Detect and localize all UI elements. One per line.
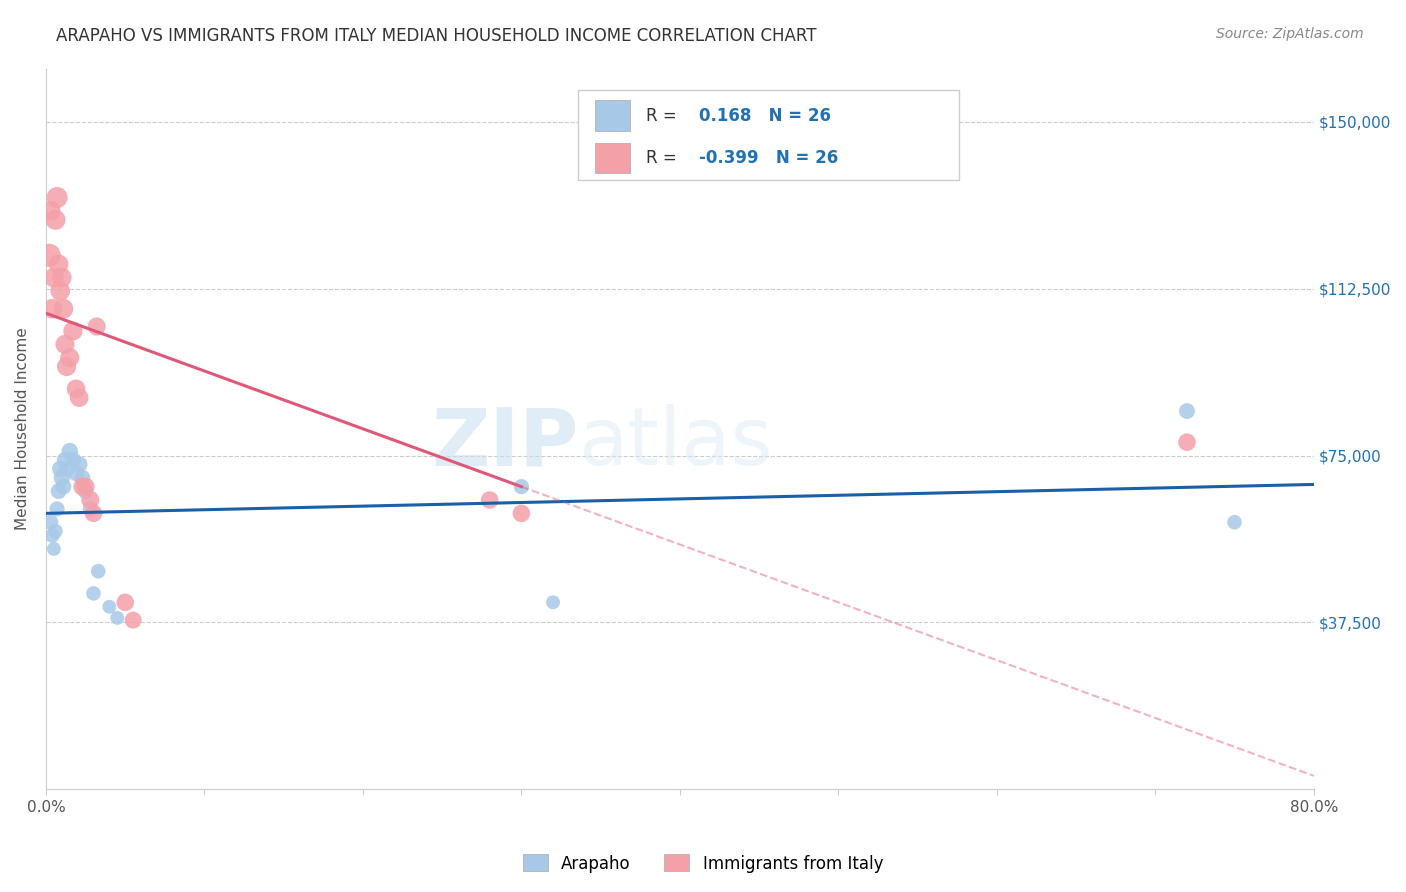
Point — [541, 595, 564, 609]
Point — [52, 480, 75, 494]
Text: atlas: atlas — [578, 404, 773, 483]
Point — [65, 382, 87, 396]
Point — [53, 337, 76, 351]
Point — [41, 528, 63, 542]
Point — [510, 480, 533, 494]
Point — [478, 493, 501, 508]
Point — [75, 484, 97, 499]
Point — [1175, 435, 1198, 450]
Point — [1175, 404, 1198, 418]
FancyBboxPatch shape — [578, 90, 959, 180]
Point — [42, 270, 65, 285]
Point — [75, 480, 97, 494]
FancyBboxPatch shape — [595, 143, 630, 173]
Point — [105, 611, 128, 625]
Point — [62, 324, 84, 338]
Point — [44, 524, 66, 538]
Point — [48, 484, 70, 499]
Point — [41, 301, 63, 316]
Point — [1223, 515, 1246, 529]
Point — [39, 515, 62, 529]
Point — [51, 270, 73, 285]
Y-axis label: Median Household Income: Median Household Income — [15, 327, 30, 530]
Point — [46, 190, 69, 204]
Point — [52, 301, 75, 316]
Point — [55, 359, 77, 374]
Point — [114, 595, 136, 609]
Point — [72, 471, 94, 485]
Text: Source: ZipAtlas.com: Source: ZipAtlas.com — [1216, 27, 1364, 41]
Text: ARAPAHO VS IMMIGRANTS FROM ITALY MEDIAN HOUSEHOLD INCOME CORRELATION CHART: ARAPAHO VS IMMIGRANTS FROM ITALY MEDIAN … — [56, 27, 817, 45]
Text: -0.399   N = 26: -0.399 N = 26 — [699, 149, 838, 167]
Point — [62, 453, 84, 467]
Point — [98, 599, 121, 614]
FancyBboxPatch shape — [595, 101, 630, 130]
Point — [39, 203, 62, 218]
Point — [38, 248, 60, 262]
Point — [49, 284, 72, 298]
Point — [49, 462, 72, 476]
Point — [51, 471, 73, 485]
Point — [48, 257, 70, 271]
Legend: Arapaho, Immigrants from Italy: Arapaho, Immigrants from Italy — [516, 847, 890, 880]
Point — [59, 444, 82, 458]
Point — [55, 462, 77, 476]
Point — [79, 502, 101, 516]
Text: R =: R = — [645, 106, 682, 125]
Point — [72, 480, 94, 494]
Point — [67, 458, 90, 472]
Text: R =: R = — [645, 149, 682, 167]
Point — [44, 212, 66, 227]
Point — [86, 319, 108, 334]
Point — [42, 541, 65, 556]
Point — [53, 453, 76, 467]
Point — [65, 467, 87, 481]
Point — [83, 507, 105, 521]
Text: 0.168   N = 26: 0.168 N = 26 — [699, 106, 831, 125]
Point — [79, 493, 101, 508]
Text: ZIP: ZIP — [432, 404, 578, 483]
Point — [87, 564, 110, 578]
Point — [122, 613, 145, 627]
Point — [59, 351, 82, 365]
Point — [67, 391, 90, 405]
Point — [510, 507, 533, 521]
Point — [46, 502, 69, 516]
Point — [83, 586, 105, 600]
